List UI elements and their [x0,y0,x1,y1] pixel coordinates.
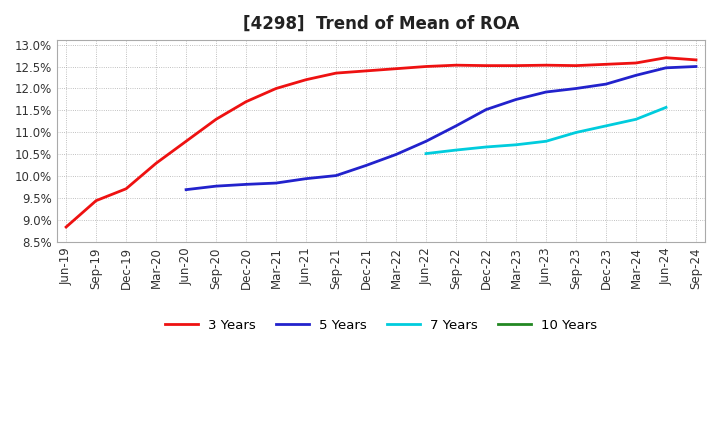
7 Years [451,147,460,153]
3 Years [482,63,490,68]
5 Years [332,173,341,178]
5 Years [242,182,251,187]
5 Years [212,183,220,189]
Line: 3 Years: 3 Years [66,58,696,227]
3 Years [662,55,670,60]
3 Years [512,63,521,68]
5 Years [482,107,490,112]
7 Years [631,117,640,122]
Line: 7 Years: 7 Years [426,107,666,154]
5 Years [451,123,460,128]
3 Years [122,186,130,191]
3 Years [302,77,310,82]
Line: 5 Years: 5 Years [186,66,696,190]
7 Years [482,144,490,150]
3 Years [572,63,580,68]
5 Years [692,64,701,69]
3 Years [152,161,161,166]
5 Years [302,176,310,181]
3 Years [631,60,640,66]
5 Years [512,97,521,102]
3 Years [602,62,611,67]
7 Years [422,151,431,156]
7 Years [602,123,611,128]
5 Years [181,187,190,192]
Title: [4298]  Trend of Mean of ROA: [4298] Trend of Mean of ROA [243,15,519,33]
3 Years [181,139,190,144]
3 Years [541,62,550,68]
Legend: 3 Years, 5 Years, 7 Years, 10 Years: 3 Years, 5 Years, 7 Years, 10 Years [159,314,603,337]
3 Years [271,86,280,91]
5 Years [662,65,670,70]
5 Years [602,81,611,87]
7 Years [662,105,670,110]
3 Years [62,224,71,230]
3 Years [692,57,701,62]
3 Years [361,68,370,73]
5 Years [422,139,431,144]
7 Years [541,139,550,144]
3 Years [392,66,400,71]
5 Years [572,86,580,91]
3 Years [91,198,100,203]
3 Years [422,64,431,69]
3 Years [242,99,251,104]
5 Years [541,89,550,95]
5 Years [631,73,640,78]
5 Years [392,152,400,157]
5 Years [271,180,280,186]
7 Years [512,142,521,147]
7 Years [572,130,580,135]
3 Years [212,117,220,122]
3 Years [451,62,460,68]
5 Years [361,163,370,168]
3 Years [332,70,341,76]
